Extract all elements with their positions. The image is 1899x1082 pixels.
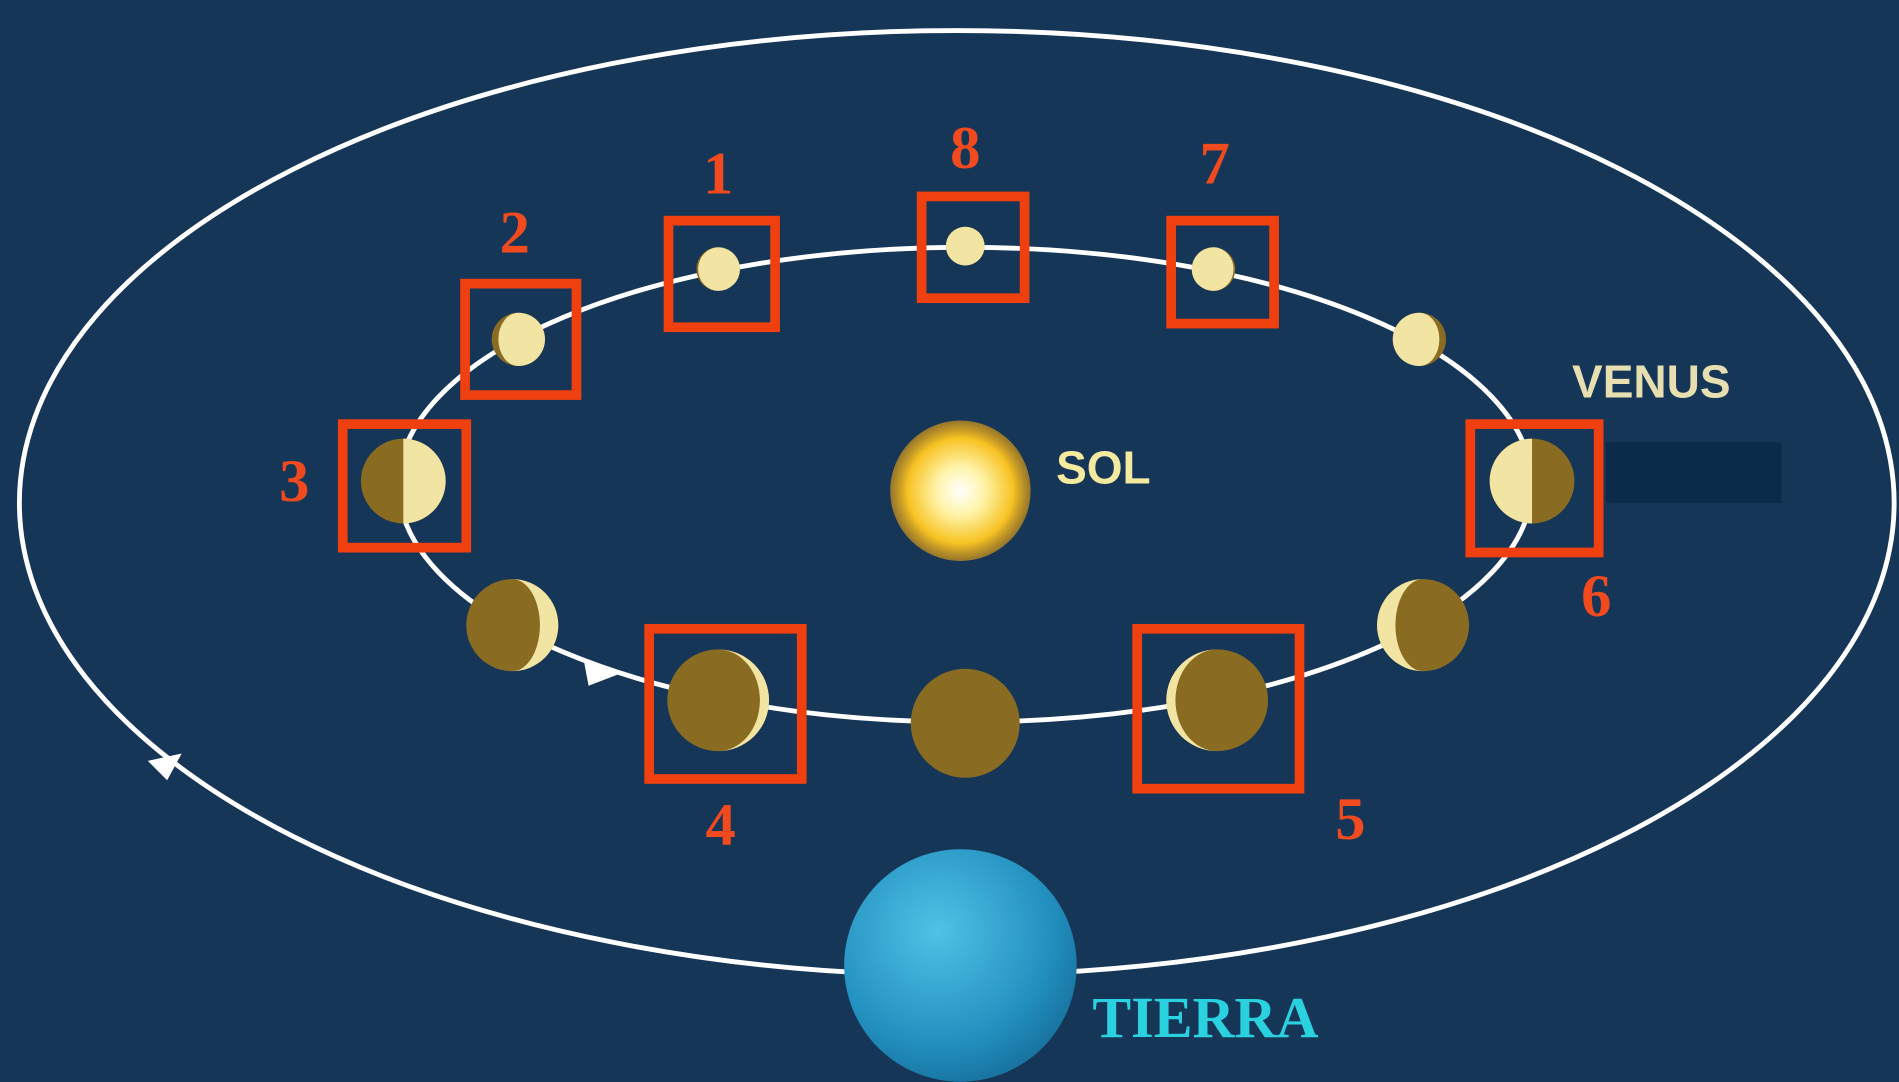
highlight-box [644, 623, 807, 784]
venus-lit [498, 312, 545, 366]
earth [844, 849, 1077, 1082]
planet-label: VENUS [1572, 356, 1731, 408]
venus-lit [1392, 312, 1440, 366]
venus-phases [360, 226, 1575, 778]
highlight-box [1166, 215, 1279, 329]
venus-lit [1191, 247, 1234, 291]
highlight-boxes [337, 191, 1604, 794]
venus-lit [718, 649, 770, 752]
venus-dark [466, 579, 559, 672]
marker-number: 4 [705, 792, 735, 859]
orbit-arrow [583, 660, 621, 686]
venus-dark [1166, 649, 1269, 752]
marker-number: 8 [950, 115, 980, 182]
venus-lit [1377, 579, 1424, 672]
label-patch [1605, 442, 1782, 503]
venus-lit [1489, 438, 1533, 524]
marker-number: 1 [703, 140, 733, 207]
venus-lit [512, 579, 559, 672]
venus-lit [1166, 649, 1218, 752]
highlight-box [337, 419, 472, 553]
marker-number: 6 [1581, 563, 1611, 630]
venus-lit [698, 247, 740, 291]
venus-dark [667, 649, 770, 752]
sun-label: SOL [1056, 442, 1151, 494]
venus-dark [1377, 579, 1470, 672]
venus-lit [945, 226, 985, 266]
marker-number: 2 [500, 200, 530, 267]
venus-dark [910, 668, 1020, 778]
highlight-box [1132, 623, 1305, 794]
sun [890, 420, 1031, 561]
highlight-box [1465, 419, 1604, 558]
highlight-box [916, 191, 1030, 304]
highlight-box [663, 215, 780, 333]
marker-number: 3 [279, 448, 309, 515]
orbit-arrow [147, 753, 182, 781]
highlight-box [460, 278, 582, 400]
venus-lit [403, 438, 446, 524]
marker-number: 7 [1200, 131, 1230, 198]
earth-label: TIERRA [1092, 985, 1318, 1050]
marker-number: 5 [1335, 786, 1365, 853]
